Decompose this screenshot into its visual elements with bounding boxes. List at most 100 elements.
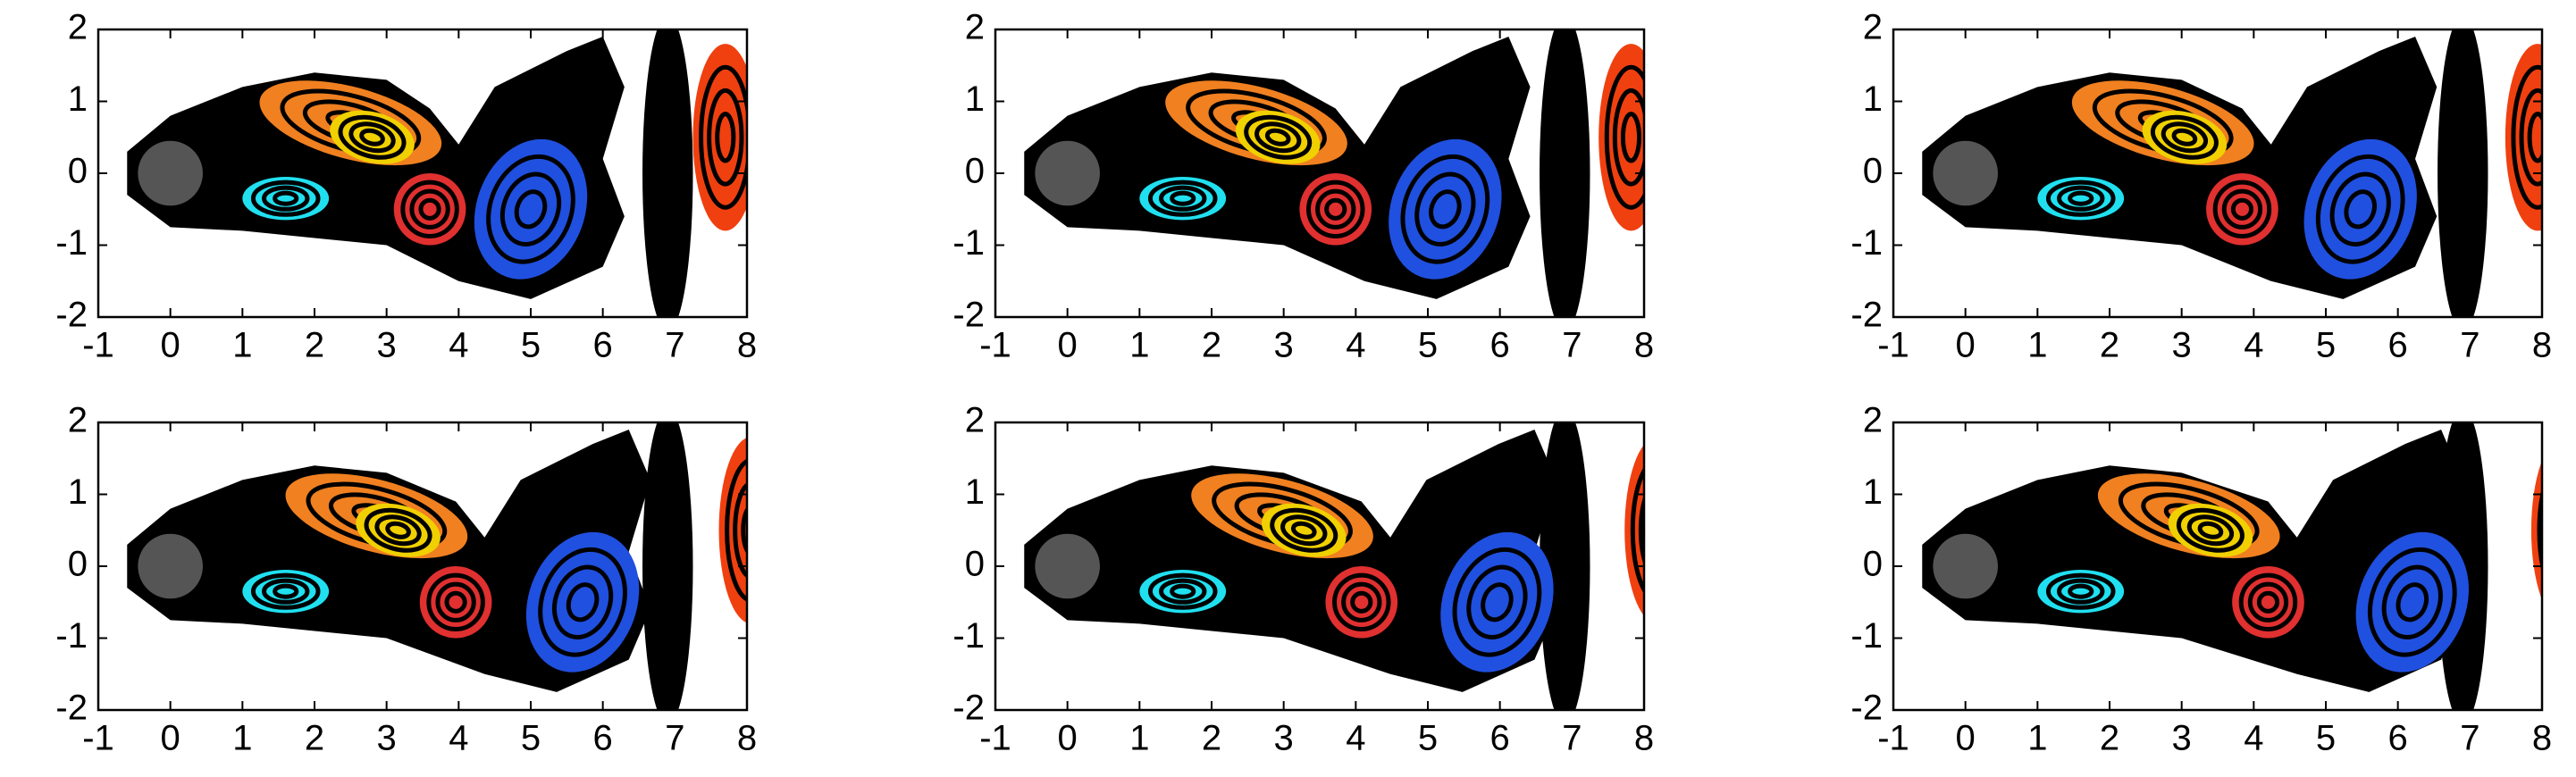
x-tick-label: 3 [2172,719,2192,758]
vortex-red-contour [1324,197,1347,221]
x-tick-label: 1 [2027,719,2047,758]
vortex-far-contour [725,458,747,602]
vortex-cyan-contour [2068,190,2094,206]
vortex-cyan-contour [273,190,299,206]
y-tick-label: 2 [965,8,985,47]
vortex-yellow-contour [1254,121,1302,154]
wake [1024,430,1557,692]
vortex-blue-contour [1452,547,1542,657]
vortex-yellow-contour [2197,521,2224,539]
x-tick-label: 8 [1634,326,1654,365]
y-tick-label: -1 [1850,616,1883,656]
field [1024,422,1665,710]
vortex-far-contour [1649,507,1665,554]
y-tick-label: 2 [68,401,88,440]
x-tick-label: 8 [2532,719,2552,758]
vortex-cyan-contour [250,572,321,610]
y-tick-label: 2 [1863,8,1883,47]
wake [1922,430,2463,692]
vortex-red-contour [2256,590,2280,614]
vortex-yellow-contour [2186,514,2235,547]
x-tick-label: 7 [665,326,684,365]
vortex-far-contour [733,482,747,579]
vortex-red-contour [444,590,467,614]
x-tick-label: -1 [979,719,1011,758]
vortex-yellow-contour [2150,114,2219,160]
cylinder [138,140,203,206]
cylinder [1933,533,1998,599]
x-tick-label: 1 [2027,326,2047,365]
y-tick-label: 2 [1863,401,1883,440]
vortex-cyan-contour [1147,180,1218,217]
vortex-red-contour [2238,572,2298,631]
y-tick-label: 1 [965,79,985,119]
x-tick-label: 2 [1202,719,1221,758]
x-tick-label: 8 [737,719,757,758]
vortex-blue-contour [1429,189,1462,230]
x-tick-label: 3 [2172,326,2192,365]
y-tick-label: 2 [68,8,88,47]
y-tick-label: -2 [952,296,985,335]
vortex-cyan-contour [273,583,299,599]
vortex-cyan-contour [2057,578,2105,605]
y-tick-label: -2 [55,296,88,335]
vortex-blue-contour [499,171,562,246]
vortex-yellow-contour [2161,121,2209,154]
vortex-yellow-contour [1280,514,1328,547]
x-tick-label: 6 [593,719,613,758]
x-tick-label: 7 [1562,326,1582,365]
x-tick-label: 4 [1346,326,1365,365]
cylinder [1933,140,1998,206]
far-band [2438,29,2488,317]
vortex-cyan-contour [1147,572,1218,610]
vortex-yellow-contour [1244,114,1313,160]
cylinder [1035,140,1100,206]
vortex-yellow-contour [1290,521,1317,539]
vortex-yellow-contour [359,128,385,146]
field [1922,29,2542,317]
cylinder [1035,533,1100,599]
vortex-red-contour [2247,581,2289,622]
vortex-cyan-contour [1159,185,1207,212]
y-tick-label: -1 [1850,223,1883,263]
vortex-far-contour [2519,88,2542,187]
vortex-red-contour [1341,581,1382,622]
vortex-far-contour [699,64,747,210]
x-tick-label: 4 [449,719,468,758]
x-tick-label: 3 [1274,719,1294,758]
x-tick-label: 4 [2244,326,2263,365]
vortex-far [2530,460,2542,600]
vortex-yellow-contour [374,514,422,547]
vortex-red-contour [2230,197,2254,221]
x-tick-label: 6 [1490,719,1510,758]
x-tick-label: 2 [305,719,324,758]
vortex-cyan-contour [1170,190,1196,206]
y-tick-label: -1 [952,223,985,263]
x-tick-label: -1 [979,326,1011,365]
vortex-blue-contour [566,582,600,622]
vortex-far-contour [2511,64,2542,210]
field [127,29,747,317]
x-tick-label: 4 [449,326,468,365]
y-tick-label: -1 [55,616,88,656]
y-tick-label: 1 [1863,79,1883,119]
vortex-blue-contour [2396,582,2429,622]
far-band [1540,29,1590,317]
vortex-far-contour [2547,483,2576,577]
vortex-blue-contour [551,564,614,639]
vortex-yellow-contour [385,521,411,539]
vortex-blue-contour [2367,547,2457,657]
x-tick-label: 3 [377,326,397,365]
vortex-far-contour [707,88,744,187]
vortex-cyan-contour [1170,583,1196,599]
x-tick-label: 1 [232,719,252,758]
vortex-far-contour [741,506,747,555]
x-tick-label: 2 [2100,326,2119,365]
y-tick-label: 0 [1863,545,1883,584]
vortex-blue-contour [514,189,548,230]
x-tick-label: 0 [161,719,180,758]
